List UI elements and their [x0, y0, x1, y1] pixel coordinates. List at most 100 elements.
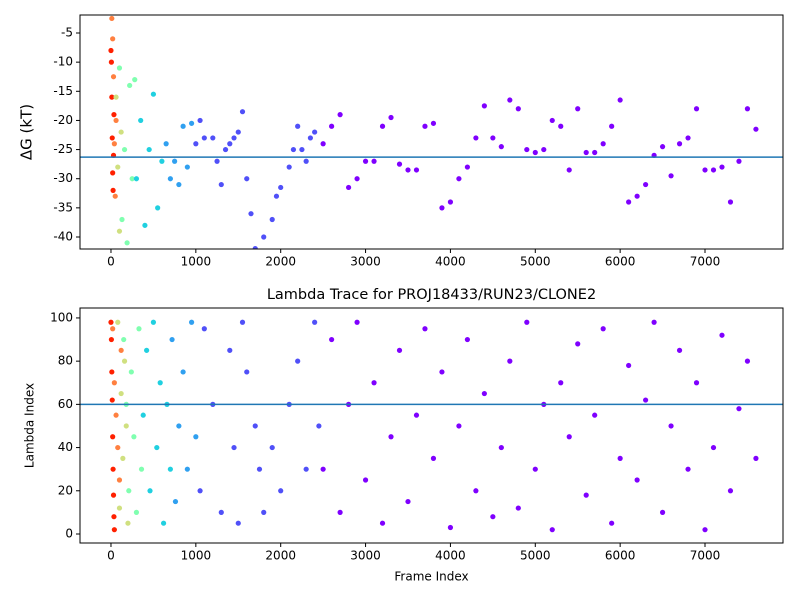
point — [121, 358, 128, 364]
point — [132, 77, 138, 83]
point — [111, 141, 117, 147]
point — [396, 161, 403, 167]
point — [439, 205, 445, 211]
point — [702, 527, 708, 533]
point — [218, 181, 224, 188]
x-tick-label: 3000 — [350, 549, 381, 563]
point — [109, 397, 115, 403]
y-tick-label: -35 — [53, 200, 73, 214]
point — [124, 240, 130, 246]
point — [116, 65, 123, 71]
point — [109, 15, 115, 22]
point — [515, 505, 521, 511]
point — [133, 176, 140, 182]
point — [659, 509, 666, 515]
point — [252, 423, 258, 429]
point — [167, 466, 173, 472]
point — [123, 423, 129, 429]
point — [210, 135, 216, 141]
point — [290, 146, 297, 153]
point — [201, 135, 207, 141]
point — [154, 444, 160, 451]
point — [108, 319, 114, 325]
x-tick-label: 7000 — [690, 549, 721, 563]
point — [252, 246, 258, 249]
point — [261, 234, 267, 240]
point — [320, 466, 326, 472]
point — [110, 492, 117, 498]
point — [110, 187, 116, 193]
point — [129, 176, 135, 182]
point — [354, 176, 360, 182]
point — [108, 336, 114, 343]
point — [744, 106, 751, 112]
point — [362, 477, 369, 483]
point — [278, 488, 284, 494]
point — [447, 524, 454, 531]
point — [227, 347, 233, 353]
point — [140, 412, 146, 418]
point — [155, 205, 161, 211]
point — [447, 199, 454, 205]
point — [413, 412, 420, 418]
point — [583, 149, 589, 156]
point — [131, 434, 137, 440]
point — [592, 412, 598, 418]
point — [120, 455, 126, 461]
point — [405, 498, 411, 505]
point — [354, 319, 360, 325]
point — [566, 167, 572, 173]
point — [609, 123, 615, 129]
point — [320, 141, 326, 147]
point — [422, 123, 428, 129]
chart-title: Lambda Trace for PROJ18433/RUN23/CLONE2 — [267, 287, 596, 303]
point — [558, 123, 564, 129]
point — [524, 319, 530, 325]
x-tick-label: 4000 — [435, 255, 466, 269]
point — [456, 423, 462, 429]
point — [116, 228, 123, 234]
point — [112, 193, 118, 199]
y-tick-label: -20 — [53, 113, 73, 127]
x-tick-label: 7000 — [690, 255, 721, 269]
point — [566, 434, 572, 440]
point — [532, 466, 538, 472]
y-tick-label: -10 — [53, 55, 73, 69]
point — [235, 520, 241, 526]
point — [507, 358, 513, 364]
point — [549, 117, 555, 124]
y-tick-label: 60 — [58, 397, 73, 411]
point — [180, 369, 186, 375]
y-axis-label: ΔG (kT) — [18, 104, 36, 160]
point — [693, 106, 700, 112]
point — [379, 123, 386, 129]
point — [113, 412, 119, 418]
point — [719, 332, 725, 338]
point — [396, 347, 403, 353]
point — [575, 106, 581, 112]
point — [115, 319, 121, 325]
y-tick-label: -15 — [53, 84, 73, 98]
point — [388, 114, 394, 121]
y-tick-label: -25 — [53, 142, 73, 156]
point — [558, 380, 564, 386]
point — [676, 141, 683, 147]
point — [744, 358, 751, 364]
point — [108, 47, 114, 54]
point — [193, 141, 199, 147]
point — [121, 336, 127, 343]
point — [118, 390, 124, 397]
point — [138, 466, 145, 472]
point — [312, 319, 318, 325]
point — [201, 326, 207, 332]
point — [473, 488, 479, 494]
point — [167, 176, 173, 182]
point — [626, 362, 632, 369]
point — [172, 498, 179, 505]
point — [125, 520, 131, 526]
point — [235, 129, 241, 135]
point — [736, 406, 742, 412]
point — [710, 167, 717, 173]
point — [218, 509, 224, 515]
point — [371, 158, 377, 164]
